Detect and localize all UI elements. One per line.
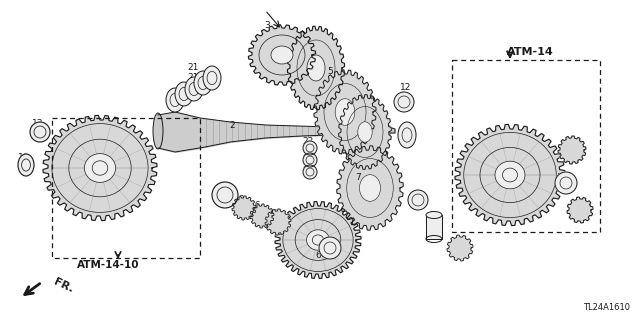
Ellipse shape <box>360 175 381 201</box>
Ellipse shape <box>358 122 372 142</box>
Polygon shape <box>232 196 256 220</box>
Text: ATM-14-10: ATM-14-10 <box>77 260 140 270</box>
Text: 16: 16 <box>268 210 279 219</box>
Bar <box>426 215 442 239</box>
Ellipse shape <box>166 88 184 112</box>
Circle shape <box>303 141 317 155</box>
Text: 2: 2 <box>229 122 235 130</box>
Text: 19: 19 <box>19 153 29 162</box>
Text: 22: 22 <box>302 150 314 159</box>
Ellipse shape <box>18 154 34 176</box>
Polygon shape <box>455 124 565 226</box>
Text: ATM-14: ATM-14 <box>507 47 554 57</box>
Circle shape <box>408 190 428 210</box>
Ellipse shape <box>335 99 355 125</box>
Text: 17: 17 <box>454 240 466 249</box>
Circle shape <box>555 172 577 194</box>
Text: 15: 15 <box>412 190 424 199</box>
Circle shape <box>212 182 238 208</box>
Polygon shape <box>339 95 392 169</box>
Circle shape <box>319 237 341 259</box>
Text: 12: 12 <box>400 84 412 93</box>
Text: 5: 5 <box>327 68 333 77</box>
Text: 10: 10 <box>218 183 230 192</box>
Polygon shape <box>250 204 274 228</box>
Text: 18: 18 <box>234 196 246 204</box>
Circle shape <box>303 153 317 167</box>
Polygon shape <box>558 136 586 164</box>
Ellipse shape <box>153 113 163 149</box>
Polygon shape <box>385 126 395 133</box>
Text: TL24A1610: TL24A1610 <box>583 303 630 312</box>
Polygon shape <box>337 146 403 230</box>
Bar <box>52 118 200 258</box>
Text: 7: 7 <box>355 174 361 182</box>
Text: 22: 22 <box>302 161 314 170</box>
Text: 21: 21 <box>188 73 198 83</box>
Polygon shape <box>265 209 291 235</box>
Text: 16: 16 <box>250 202 262 211</box>
Text: 14: 14 <box>557 174 569 182</box>
Text: 21: 21 <box>188 84 198 93</box>
Text: 9: 9 <box>573 140 579 150</box>
Text: 8: 8 <box>585 204 591 212</box>
Polygon shape <box>275 202 361 278</box>
Ellipse shape <box>307 55 325 81</box>
Text: 13: 13 <box>32 120 44 129</box>
Text: 4: 4 <box>344 103 350 113</box>
Text: 11: 11 <box>426 218 438 226</box>
Polygon shape <box>287 26 344 110</box>
Text: 21: 21 <box>188 63 198 72</box>
Text: 18: 18 <box>323 240 335 249</box>
Circle shape <box>394 92 414 112</box>
Ellipse shape <box>203 66 221 90</box>
Ellipse shape <box>84 154 116 182</box>
Ellipse shape <box>495 161 525 189</box>
Text: 3: 3 <box>264 21 270 31</box>
Text: 1: 1 <box>167 91 173 100</box>
Text: 22: 22 <box>302 137 314 146</box>
Polygon shape <box>567 197 593 223</box>
Text: FR.: FR. <box>52 277 75 295</box>
Bar <box>452 60 600 232</box>
Text: 1: 1 <box>167 100 173 109</box>
Ellipse shape <box>307 230 330 250</box>
Polygon shape <box>43 115 157 221</box>
Polygon shape <box>447 235 473 261</box>
Ellipse shape <box>194 71 212 95</box>
Polygon shape <box>248 25 316 85</box>
Circle shape <box>303 165 317 179</box>
Text: 6: 6 <box>315 251 321 261</box>
Ellipse shape <box>175 82 193 106</box>
Ellipse shape <box>185 77 203 101</box>
Text: 20: 20 <box>403 123 413 132</box>
Ellipse shape <box>271 46 293 64</box>
Ellipse shape <box>398 122 416 148</box>
Ellipse shape <box>426 211 442 219</box>
Circle shape <box>30 122 50 142</box>
Polygon shape <box>314 70 376 154</box>
